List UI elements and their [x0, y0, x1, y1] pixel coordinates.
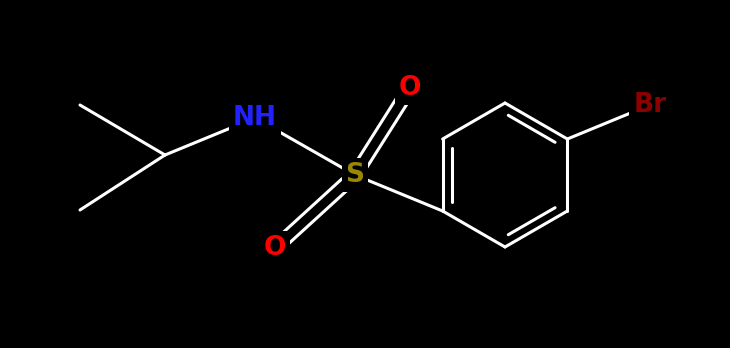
Text: NH: NH [233, 105, 277, 131]
Text: O: O [399, 75, 421, 101]
Text: O: O [264, 235, 286, 261]
Text: S: S [345, 162, 364, 188]
Text: Br: Br [634, 92, 666, 118]
